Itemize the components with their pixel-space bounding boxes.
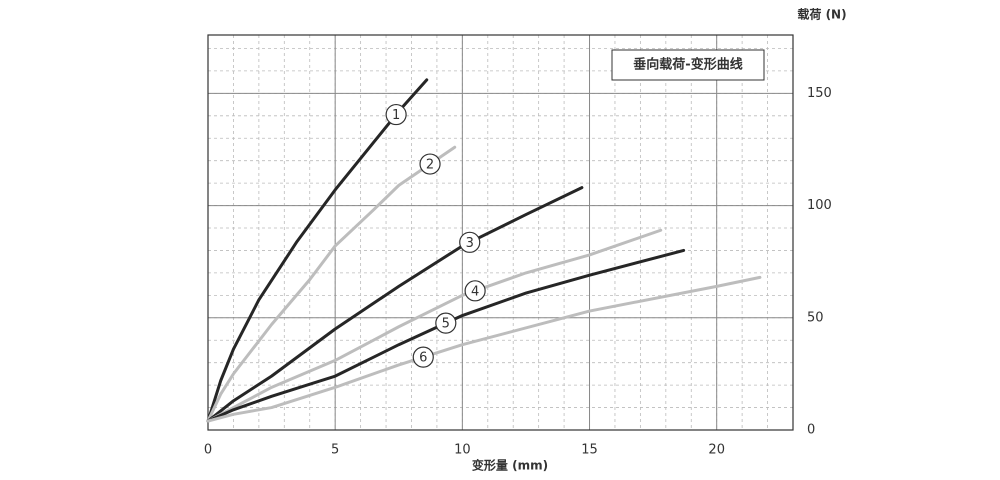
series-line bbox=[206, 228, 663, 423]
x-axis-label: 变形量 (mm) bbox=[472, 458, 548, 473]
series-label: 1 bbox=[392, 108, 400, 123]
x-tick-label: 0 bbox=[204, 443, 212, 458]
chart-title: 垂向载荷-变形曲线 bbox=[633, 57, 742, 73]
series-line bbox=[206, 275, 762, 423]
plot-frame bbox=[207, 34, 794, 431]
series-label: 5 bbox=[442, 317, 450, 332]
series-label: 6 bbox=[419, 351, 427, 366]
x-tick-label: 15 bbox=[581, 443, 598, 458]
series-line bbox=[206, 248, 686, 423]
x-tick-label: 20 bbox=[708, 443, 725, 458]
y-tick-label: 100 bbox=[807, 198, 832, 213]
x-tick-label: 10 bbox=[454, 443, 471, 458]
y-tick-label: 50 bbox=[807, 310, 824, 325]
series-label: 3 bbox=[466, 236, 474, 251]
series-label-circle bbox=[435, 312, 457, 334]
x-tick-label: 5 bbox=[331, 443, 339, 458]
series-label-circle bbox=[412, 346, 434, 368]
y-tick-label: 150 bbox=[807, 86, 832, 101]
series-label-circle bbox=[459, 231, 481, 253]
series-label: 2 bbox=[426, 158, 434, 173]
y-axis-label: 载荷 (N) bbox=[797, 7, 846, 22]
series-label: 4 bbox=[471, 284, 479, 299]
legend-box bbox=[611, 49, 765, 81]
series-label-circle bbox=[419, 153, 441, 175]
series-label-circle bbox=[385, 103, 407, 126]
series-line bbox=[206, 145, 457, 423]
series-label-circle bbox=[464, 280, 486, 302]
series-line bbox=[206, 186, 584, 423]
y-tick-label: 0 bbox=[807, 423, 815, 438]
